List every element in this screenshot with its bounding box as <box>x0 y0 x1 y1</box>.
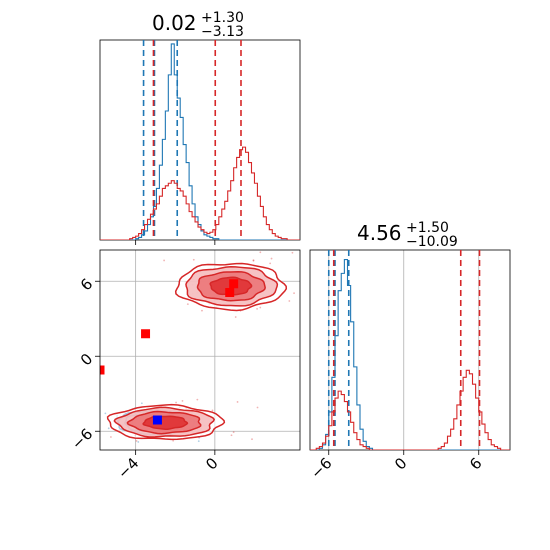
axes-frame <box>99 249 301 451</box>
marker-square <box>225 288 235 297</box>
scatter-point <box>175 401 177 404</box>
panel-top-left-histogram: 0.02 +1.30 −3.13 <box>99 10 301 245</box>
scatter-point <box>104 412 107 415</box>
axes-frame <box>99 39 301 241</box>
scatter-point <box>251 438 253 441</box>
scatter-point <box>291 251 294 254</box>
panel-title-param-2: 4.56 <box>357 221 402 245</box>
scatter-point <box>230 434 233 437</box>
scatter-point <box>234 316 237 318</box>
x-tick-label: 0 <box>391 454 410 473</box>
scatter-point <box>259 251 262 254</box>
scatter-point <box>256 406 259 409</box>
scatter-point <box>107 427 110 430</box>
x-tick-label: 6 <box>466 454 485 473</box>
x-tick-label: −4 <box>114 454 142 482</box>
marker-square <box>141 329 151 339</box>
scatter-point <box>270 257 273 260</box>
scatter-point <box>135 440 138 442</box>
scatter-point <box>172 439 175 442</box>
histogram-series-1 <box>100 43 300 240</box>
scatter-point <box>186 303 189 305</box>
scatter-point <box>110 436 112 438</box>
scatter-point <box>211 409 214 412</box>
x-tick-label: 0 <box>202 454 221 473</box>
y-tick-label: 0 <box>77 350 96 369</box>
scatter-point <box>367 280 369 282</box>
panel-bottom-right-histogram: −6 0 6 4.56 +1.50 −10.09 <box>307 220 511 482</box>
title-upper-error: +1.50 <box>406 220 449 236</box>
marker-square <box>100 365 105 375</box>
panel-title-param-1: 0.02 <box>152 11 197 35</box>
y-tick-label: 6 <box>77 275 96 294</box>
title-value: 0.02 <box>152 11 197 35</box>
histogram-series-1 <box>310 258 510 450</box>
scatter-point <box>181 400 184 402</box>
scatter-point <box>232 431 235 434</box>
scatter-point <box>256 308 258 310</box>
scatter-point <box>196 398 199 401</box>
title-lower-error: −10.09 <box>406 234 458 250</box>
scatter-point <box>163 259 166 262</box>
scatter-point <box>197 440 200 443</box>
scatter-point <box>201 309 203 312</box>
y-tick-label: −6 <box>68 425 96 453</box>
scatter-point <box>252 259 255 262</box>
scatter-point <box>293 292 295 295</box>
histogram-series-2 <box>310 369 510 450</box>
scatter-point <box>252 259 255 262</box>
scatter-point <box>98 427 100 429</box>
title-upper-error: +1.30 <box>201 10 244 26</box>
title-lower-error: −3.13 <box>201 24 244 40</box>
scatter-point <box>288 300 291 302</box>
title-value: 4.56 <box>357 221 402 245</box>
scatter-point <box>137 441 140 443</box>
scatter-point <box>140 402 143 405</box>
scatter-point <box>259 306 262 309</box>
histogram-series-2 <box>100 146 300 240</box>
marker-square <box>229 279 239 289</box>
panel-bottom-left-contour: −4 0 −6 0 6 <box>68 241 369 482</box>
scatter-point <box>269 262 272 265</box>
x-tick-label: −6 <box>307 454 335 482</box>
scatter-point <box>192 258 195 261</box>
scatter-point <box>157 241 159 243</box>
marker-square <box>152 415 162 425</box>
scatter-point <box>236 401 239 403</box>
